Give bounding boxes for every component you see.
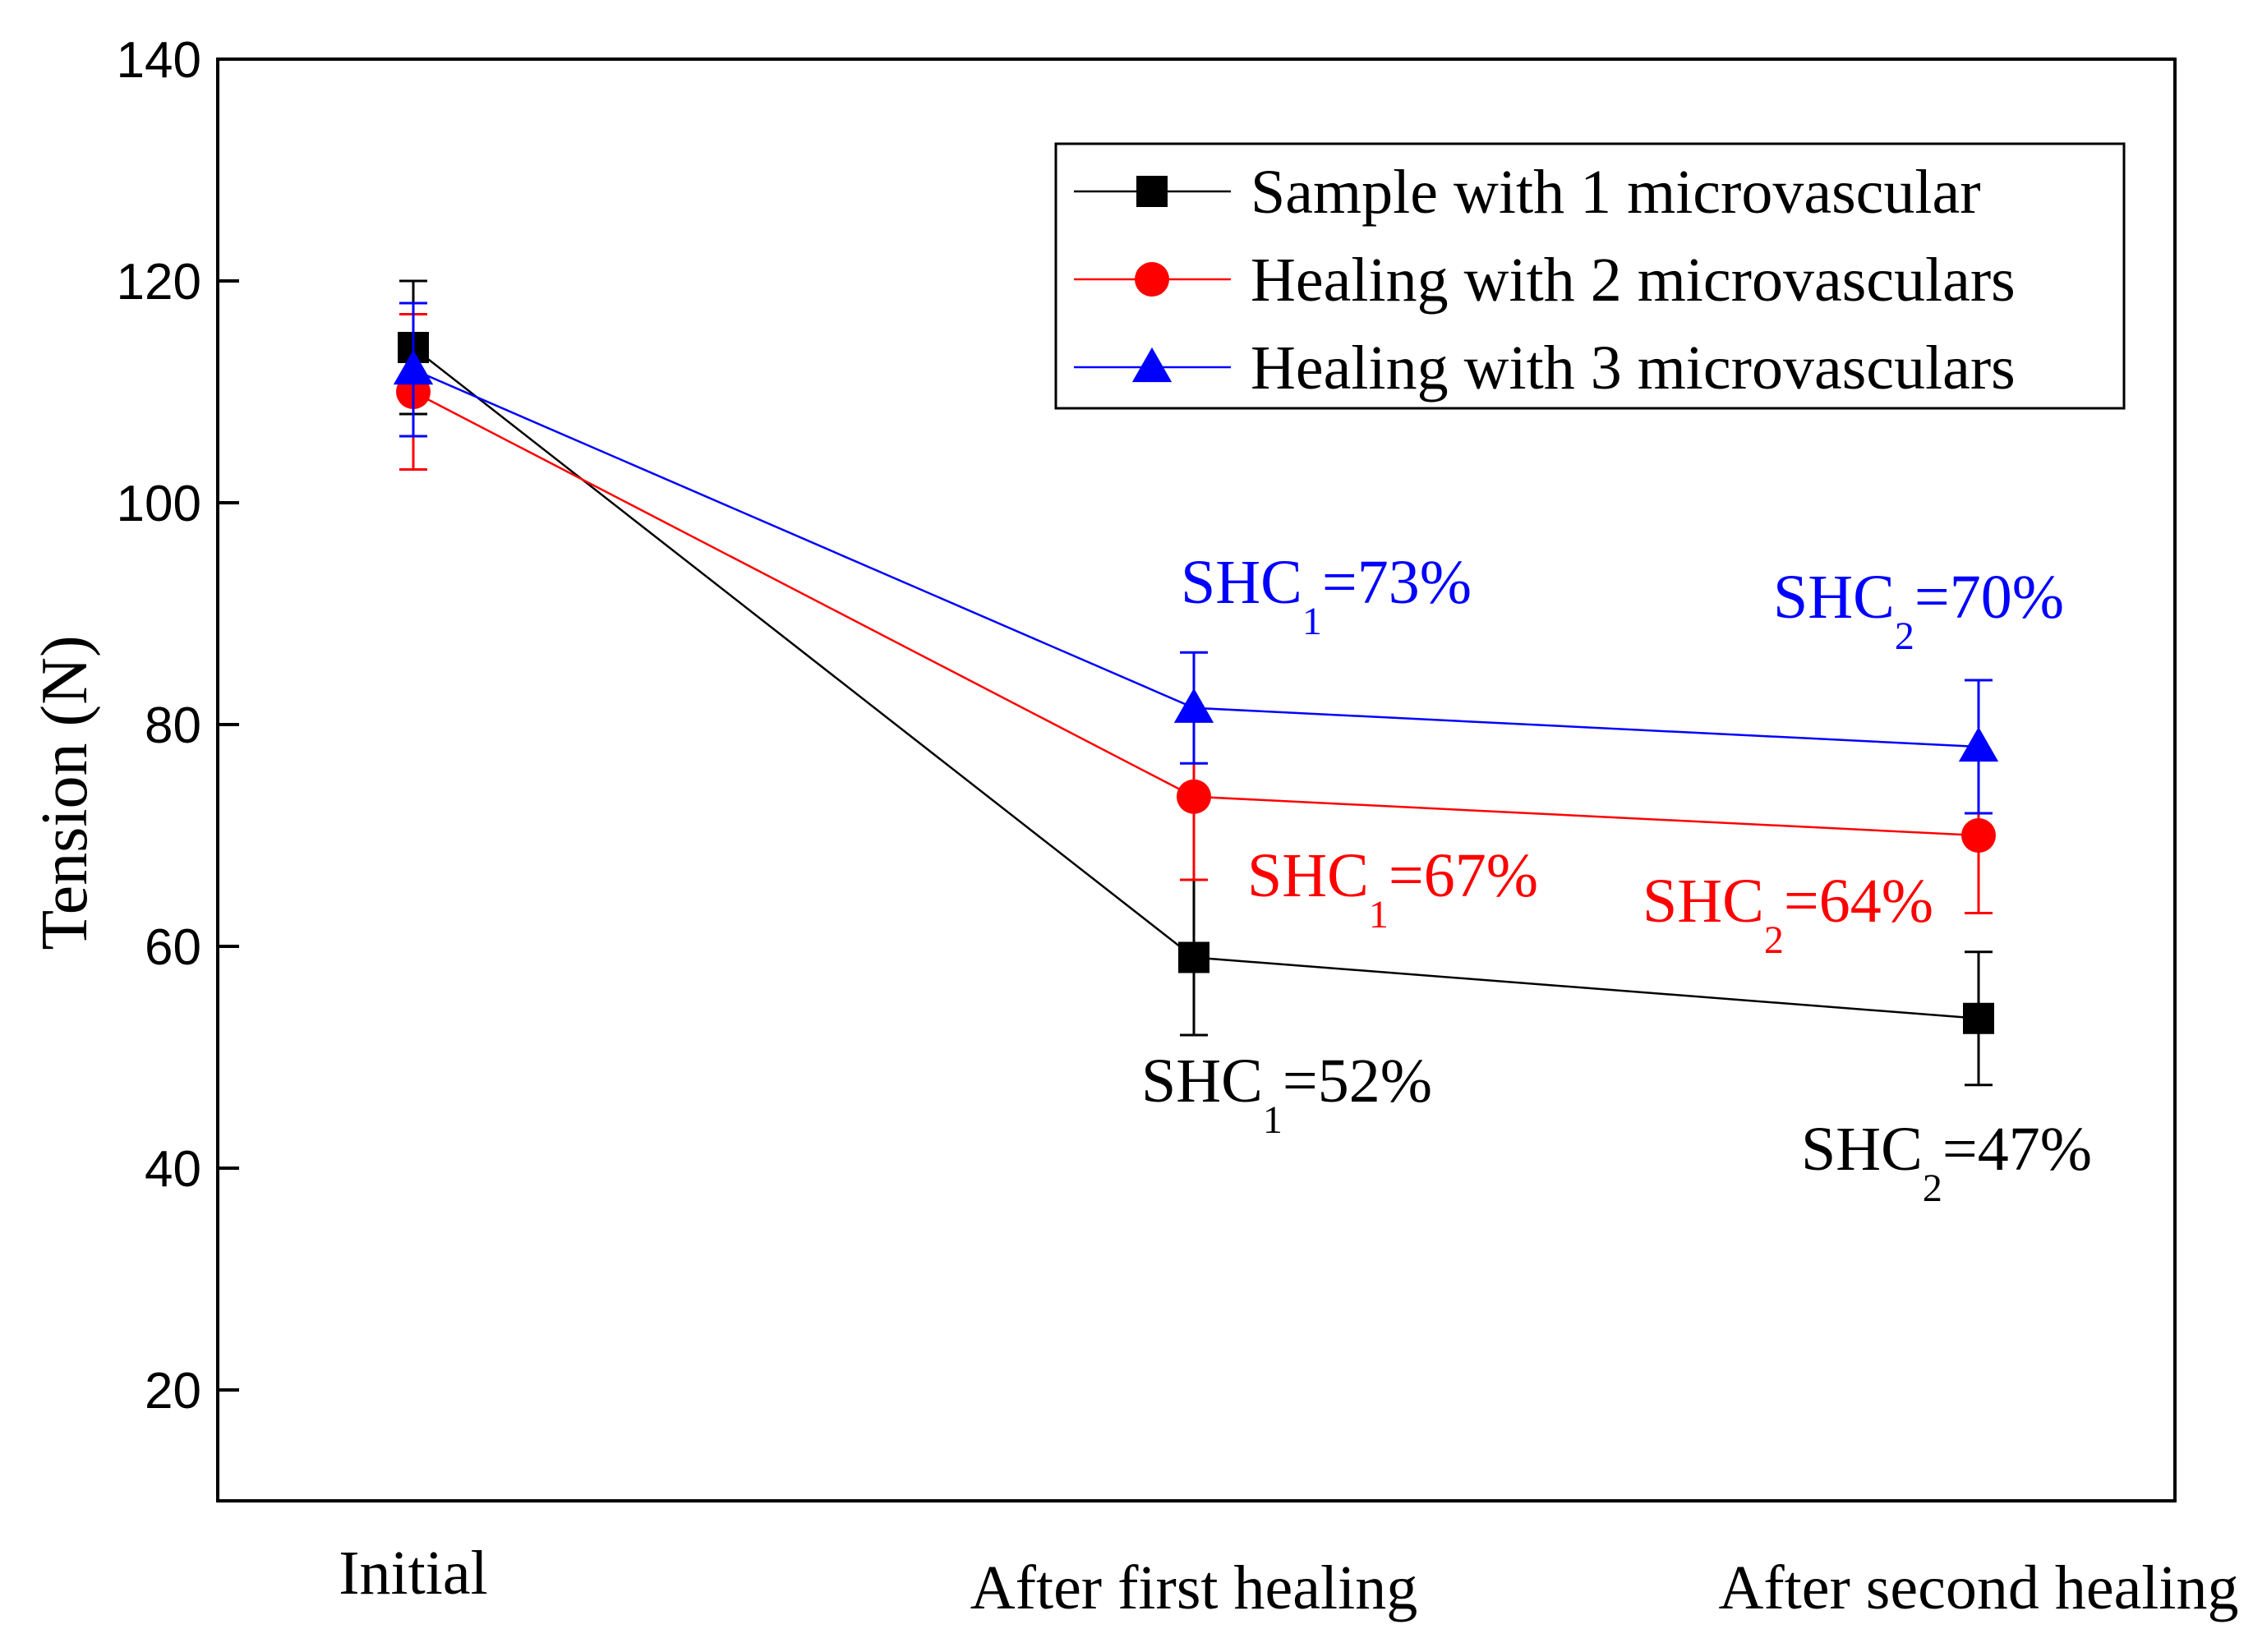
shc-annotation: SHC2=47% (1801, 1115, 2092, 1210)
legend-marker (1131, 347, 1173, 383)
data-point (1177, 779, 1211, 814)
x-category-label: After second healing (1718, 1553, 2238, 1622)
shc-annotation: SHC1=52% (1141, 1047, 1432, 1142)
legend-item: Healing with 3 microvasculars (1074, 334, 2016, 403)
legend-marker (1136, 176, 1168, 207)
legend-box (1054, 142, 2126, 410)
y-tick-label: 60 (145, 919, 201, 976)
x-axis-categories: Initial After first healing After second h… (339, 1539, 2238, 1622)
y-tick-label: 80 (145, 697, 201, 754)
data-point (1958, 726, 1999, 762)
data-point (1178, 941, 1209, 973)
legend-item: Sample with 1 microvascular (1074, 158, 1981, 227)
data-point (1963, 1002, 1994, 1034)
legend-label: Healing with 3 microvasculars (1251, 334, 2016, 403)
x-category-label: Initial (339, 1539, 488, 1608)
plot-frame (216, 58, 2177, 1502)
shc-annotation: SHC2=64% (1643, 867, 1933, 962)
x-category-label: After first healing (970, 1553, 1417, 1622)
legend: Sample with 1 microvascular Healing with … (1054, 142, 2126, 410)
data-point (1961, 818, 1996, 853)
data-point (393, 349, 434, 385)
data-point (1173, 688, 1214, 723)
series-3 (393, 301, 1999, 815)
y-tick-label: 120 (117, 254, 201, 311)
shc-annotation: SHC1=67% (1247, 841, 1538, 936)
legend-label: Healing with 2 microvasculars (1251, 246, 2016, 315)
shc-annotation: SHC1=73% (1181, 548, 1472, 643)
y-tick-label: 40 (145, 1141, 201, 1198)
shc-annotation: SHC2=70% (1773, 563, 2064, 658)
y-tick-label: 140 (117, 32, 201, 89)
y-tick-label: 100 (117, 476, 201, 532)
legend-item: Healing with 2 microvasculars (1074, 246, 2016, 315)
legend-label: Sample with 1 microvascular (1251, 158, 1981, 227)
series-layer (393, 279, 1999, 1087)
y-axis-title: Tension (N) (29, 635, 101, 950)
y-tick-label: 20 (145, 1363, 201, 1420)
y-axis-ticks: 20 40 60 80 100 120 140 (117, 32, 239, 1420)
legend-marker (1135, 262, 1169, 297)
annotations: SHC1=73% SHC2=70% SHC1=67% SHC2=64% SHC1=52%… (1141, 548, 2092, 1210)
